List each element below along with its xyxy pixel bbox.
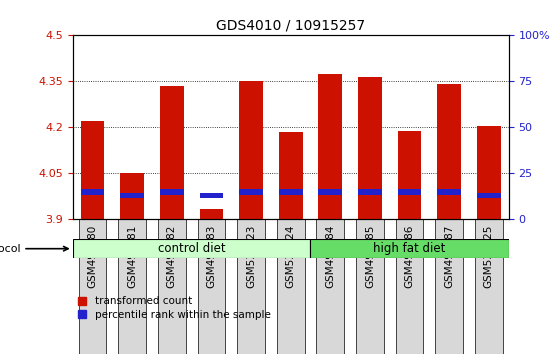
- Bar: [200, 209, 223, 219]
- FancyBboxPatch shape: [356, 219, 384, 354]
- Text: high fat diet: high fat diet: [373, 242, 446, 255]
- Bar: [279, 189, 302, 195]
- FancyBboxPatch shape: [73, 239, 310, 258]
- Bar: [239, 81, 263, 219]
- FancyBboxPatch shape: [396, 219, 424, 354]
- FancyBboxPatch shape: [197, 219, 225, 354]
- Bar: [397, 189, 421, 195]
- Bar: [279, 132, 302, 219]
- Bar: [477, 126, 501, 219]
- FancyBboxPatch shape: [310, 239, 509, 258]
- FancyBboxPatch shape: [119, 219, 146, 354]
- Bar: [80, 189, 105, 195]
- Bar: [160, 189, 184, 195]
- Bar: [319, 189, 342, 195]
- Bar: [358, 77, 382, 219]
- FancyBboxPatch shape: [316, 219, 344, 354]
- FancyBboxPatch shape: [79, 219, 106, 354]
- Text: control diet: control diet: [158, 242, 225, 255]
- Title: GDS4010 / 10915257: GDS4010 / 10915257: [216, 19, 365, 33]
- Bar: [397, 131, 421, 219]
- Bar: [120, 193, 144, 198]
- Bar: [200, 193, 223, 198]
- Bar: [120, 173, 144, 219]
- Text: growth protocol: growth protocol: [0, 244, 68, 254]
- Bar: [437, 189, 461, 195]
- Bar: [358, 189, 382, 195]
- Bar: [239, 189, 263, 195]
- FancyBboxPatch shape: [475, 219, 503, 354]
- Bar: [437, 85, 461, 219]
- Bar: [80, 121, 105, 219]
- Legend: transformed count, percentile rank within the sample: transformed count, percentile rank withi…: [78, 296, 271, 320]
- FancyBboxPatch shape: [435, 219, 463, 354]
- Bar: [160, 86, 184, 219]
- FancyBboxPatch shape: [277, 219, 305, 354]
- Bar: [477, 193, 501, 198]
- FancyBboxPatch shape: [158, 219, 186, 354]
- Bar: [319, 74, 342, 219]
- FancyBboxPatch shape: [237, 219, 265, 354]
